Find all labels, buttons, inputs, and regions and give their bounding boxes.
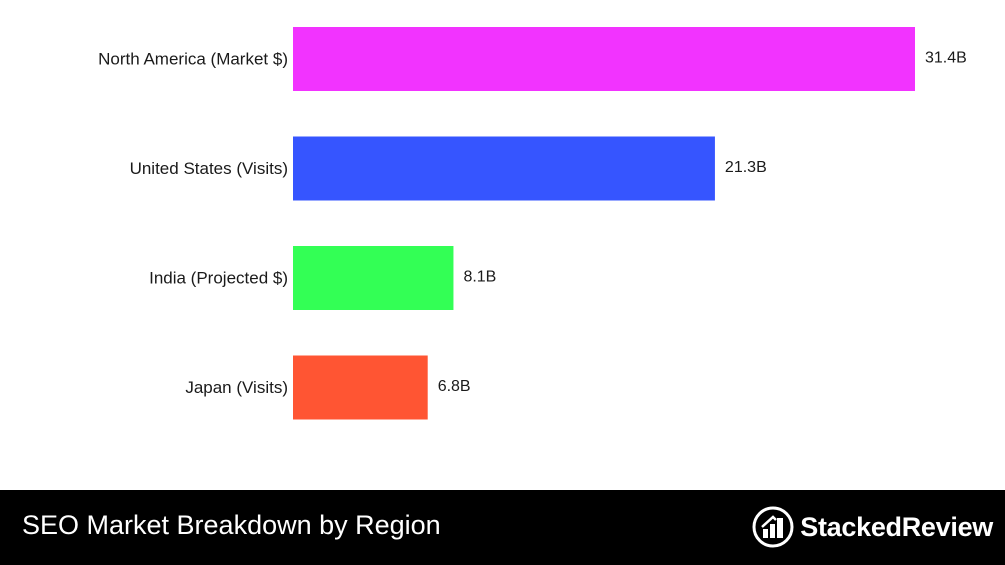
stacked-review-logo-icon (752, 506, 794, 548)
bar-3 (293, 355, 428, 420)
category-label-3: Japan (Visits) (185, 378, 288, 397)
value-label-0: 31.4B (925, 50, 967, 67)
value-label-1: 21.3B (725, 159, 767, 176)
chart-title: SEO Market Breakdown by Region (22, 510, 441, 540)
bar-chart: North America (Market $) 31.4B United Stat… (98, 27, 967, 420)
bar-0 (293, 27, 915, 91)
category-label-2: India (Projected $) (149, 269, 288, 288)
category-label-0: North America (Market $) (98, 50, 288, 69)
brand-name: StackedReview (800, 511, 993, 542)
value-label-3: 6.8B (438, 378, 471, 395)
category-label-1: United States (Visits) (130, 159, 288, 178)
bar-2 (293, 246, 454, 310)
footer-bar: SEO Market Breakdown by Region StackedRe… (0, 490, 1005, 565)
chart-area: North America (Market $) 31.4B United Stat… (98, 27, 967, 420)
bar-1 (293, 136, 715, 201)
value-label-2: 8.1B (463, 269, 496, 286)
brand: StackedReview (752, 505, 993, 549)
